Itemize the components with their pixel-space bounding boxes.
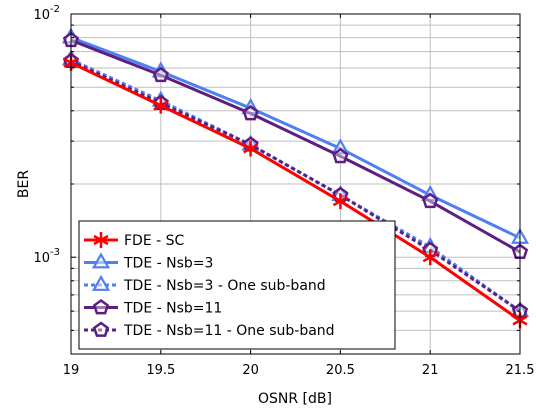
- series-4: [62, 31, 529, 259]
- x-tick-label: 20.5: [326, 363, 355, 378]
- x-axis-label: OSNR [dB]: [258, 391, 332, 407]
- legend-entry: TDE - Nsb=11: [84, 298, 222, 317]
- series-line: [70, 58, 521, 313]
- legend-entry: TDE - Nsb=3: [84, 252, 213, 272]
- series-1: [63, 54, 528, 329]
- legend-label: FDE - SC: [124, 233, 185, 249]
- legend-box: [78, 220, 396, 350]
- legend-marker: [92, 298, 110, 315]
- data-point: [242, 104, 259, 121]
- ticks: 19 19.5 20 20.5 21 21.5 10-2 10-3: [33, 4, 534, 378]
- series-line: [70, 61, 521, 322]
- data-point: [332, 193, 348, 210]
- legend-marker: [91, 274, 111, 291]
- legend-label: TDE - Nsb=3: [123, 256, 213, 272]
- data-point: [332, 147, 349, 164]
- x-tick-label: 19: [63, 363, 80, 378]
- series-line: [70, 36, 521, 240]
- legend-entry: TDE - Nsb=3 - One sub-band: [84, 274, 326, 294]
- x-tick-label: 20: [242, 363, 259, 378]
- legend-entry: TDE - Nsb=11 - One sub-band: [84, 321, 335, 339]
- data-point: [422, 192, 439, 209]
- x-tick-label: 19.5: [146, 363, 175, 378]
- y-tick-label: 10-2: [33, 4, 60, 23]
- series-line: [70, 38, 521, 254]
- series-layer: [61, 27, 530, 329]
- legend-entry: FDE - SC: [84, 232, 185, 249]
- legend-label: TDE - Nsb=11 - One sub-band: [123, 323, 335, 339]
- x-tick-label: 21.5: [506, 363, 535, 378]
- y-tick-label: 10-3: [33, 247, 60, 266]
- data-point: [153, 97, 169, 114]
- legend-label: TDE - Nsb=3 - One sub-band: [123, 278, 326, 294]
- legend-label: TDE - Nsb=11: [123, 301, 222, 317]
- data-point: [422, 249, 438, 266]
- legend: FDE - SC TDE - Nsb=3 TDE - Nsb=3 - One sub…: [78, 220, 396, 350]
- data-point: [243, 140, 259, 157]
- data-point: [331, 138, 350, 155]
- data-point: [152, 66, 169, 83]
- legend-marker: [93, 232, 109, 248]
- x-tick-label: 21: [422, 363, 439, 378]
- y-axis-label: BER: [16, 170, 32, 198]
- legend-marker: [92, 321, 110, 337]
- legend-marker: [91, 252, 111, 269]
